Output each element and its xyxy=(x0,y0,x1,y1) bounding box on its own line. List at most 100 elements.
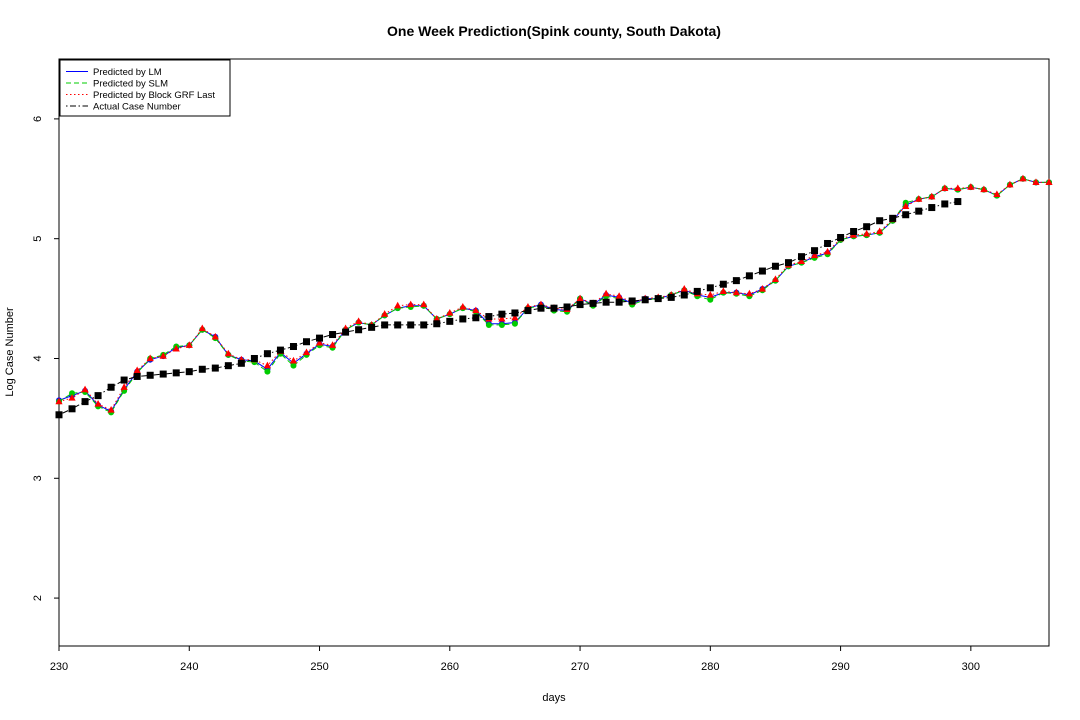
data-point xyxy=(120,383,128,390)
data-point xyxy=(628,297,636,305)
data-point xyxy=(355,326,363,334)
y-tick-label: 3 xyxy=(32,475,44,481)
data-point xyxy=(706,284,714,292)
data-point xyxy=(810,251,819,259)
legend-entry: Actual Case Number xyxy=(93,102,181,113)
data-point xyxy=(563,303,571,311)
data-point xyxy=(459,315,467,323)
data-point xyxy=(107,406,115,413)
data-point xyxy=(707,296,714,303)
data-point xyxy=(1045,178,1053,185)
data-point xyxy=(264,368,271,375)
data-point xyxy=(172,369,180,377)
data-point xyxy=(732,277,740,285)
data-point xyxy=(823,247,832,255)
data-point xyxy=(433,320,441,328)
data-point xyxy=(146,354,154,362)
data-point xyxy=(407,300,415,308)
data-point xyxy=(615,298,623,306)
data-point xyxy=(68,405,76,413)
data-point xyxy=(550,304,558,312)
data-point xyxy=(224,349,232,357)
data-point xyxy=(172,344,180,352)
data-point xyxy=(719,287,727,295)
data-point xyxy=(498,310,506,318)
data-point xyxy=(954,198,962,206)
data-point xyxy=(576,301,584,309)
data-point xyxy=(967,183,975,190)
x-tick-label: 260 xyxy=(441,661,459,673)
data-point xyxy=(316,334,324,342)
data-point xyxy=(719,280,727,288)
y-tick-label: 5 xyxy=(32,236,44,242)
legend-entry: Predicted by LM xyxy=(93,67,162,78)
data-point xyxy=(811,247,819,255)
data-point xyxy=(941,200,949,208)
legend-box xyxy=(59,59,231,117)
x-axis-label: days xyxy=(542,692,566,704)
data-point xyxy=(472,306,480,314)
data-point xyxy=(81,398,89,406)
data-point xyxy=(289,356,298,364)
data-point xyxy=(407,321,415,329)
data-point xyxy=(837,233,845,241)
data-point xyxy=(237,359,245,367)
x-tick-label: 300 xyxy=(962,661,980,673)
data-point xyxy=(758,267,766,275)
series-line xyxy=(58,201,958,416)
series-line xyxy=(58,178,1049,414)
data-point xyxy=(524,307,532,315)
data-point xyxy=(680,285,688,292)
data-point xyxy=(94,392,102,400)
data-point xyxy=(758,285,767,292)
y-tick-label: 6 xyxy=(32,116,44,122)
data-point xyxy=(420,321,428,329)
data-point xyxy=(576,294,584,302)
legend-entry: Predicted by SLM xyxy=(93,79,168,90)
data-point xyxy=(511,313,519,321)
plot-frame xyxy=(58,58,1050,647)
data-point xyxy=(433,314,441,322)
data-point xyxy=(902,202,910,209)
data-point xyxy=(745,272,753,280)
data-point xyxy=(941,184,949,191)
data-point xyxy=(290,362,297,369)
data-point xyxy=(185,341,193,348)
data-point xyxy=(55,397,63,405)
data-point xyxy=(850,228,858,236)
data-point xyxy=(784,259,792,267)
data-point xyxy=(889,214,897,222)
data-point xyxy=(394,321,402,329)
data-point xyxy=(133,372,141,380)
data-point xyxy=(211,332,219,340)
data-point xyxy=(94,400,102,407)
x-tick-label: 250 xyxy=(310,661,328,673)
plot-area: 230 240 250 260 270 280 290 300 2 3 4 5 6 xyxy=(32,58,1053,673)
data-point xyxy=(511,309,519,317)
data-point xyxy=(589,299,597,307)
data-point xyxy=(69,390,76,397)
data-point xyxy=(342,328,350,336)
data-point xyxy=(693,287,701,295)
data-point xyxy=(394,301,402,309)
data-point xyxy=(824,239,832,247)
data-point xyxy=(1019,174,1027,182)
data-point xyxy=(641,296,649,304)
data-point xyxy=(107,383,115,391)
data-point xyxy=(211,364,219,372)
data-point xyxy=(446,317,454,325)
data-point xyxy=(68,394,76,401)
data-point xyxy=(928,192,936,200)
chart-title: One Week Prediction(Spink county, South … xyxy=(387,23,721,39)
data-point xyxy=(250,354,258,362)
data-point xyxy=(876,217,884,225)
series-2 xyxy=(55,174,1053,413)
y-tick-label: 4 xyxy=(32,355,44,361)
data-point xyxy=(902,211,910,219)
data-point xyxy=(1032,178,1040,185)
data-point xyxy=(55,411,63,419)
data-point xyxy=(355,317,363,324)
data-point xyxy=(485,313,493,321)
data-point xyxy=(263,361,272,369)
